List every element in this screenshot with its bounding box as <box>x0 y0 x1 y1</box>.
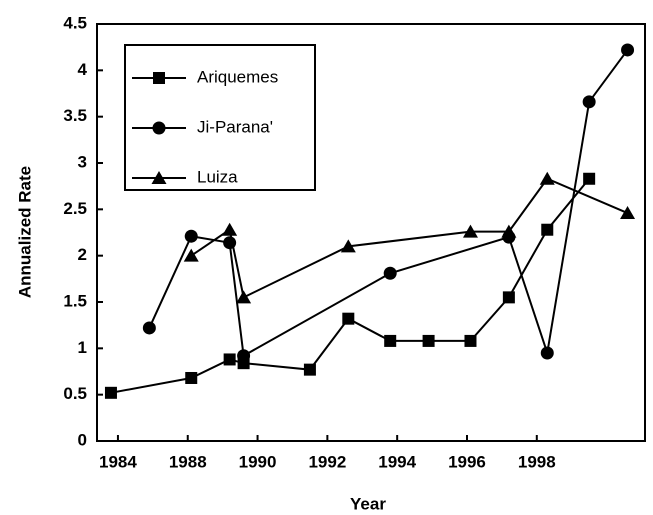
data-point <box>501 224 517 238</box>
data-point <box>383 266 397 280</box>
series-line <box>110 178 590 394</box>
data-point <box>104 386 117 399</box>
data-point <box>340 239 356 253</box>
x-axis-label: Year <box>350 494 386 513</box>
y-tick-label: 0 <box>78 430 87 449</box>
data-point <box>502 291 515 304</box>
series-line <box>190 177 628 299</box>
data-point <box>222 222 238 236</box>
legend-marker <box>151 171 167 184</box>
y-tick-label: 4 <box>78 60 88 79</box>
y-tick-label: 2.5 <box>63 199 87 218</box>
x-tick-label: 1984 <box>99 452 137 471</box>
x-tick-label: 1996 <box>448 452 486 471</box>
data-point <box>384 334 397 347</box>
plot-frame <box>96 23 646 442</box>
data-point <box>236 290 252 304</box>
legend-label: Luiza <box>197 167 238 186</box>
data-point <box>621 43 635 57</box>
data-point <box>422 334 435 347</box>
x-tick-label: 1992 <box>308 452 346 471</box>
data-point <box>183 248 199 262</box>
x-tick-label: 1998 <box>518 452 556 471</box>
y-tick-label: 1 <box>78 338 87 357</box>
y-tick-label: 3 <box>78 152 87 171</box>
data-point <box>237 349 251 363</box>
data-point <box>539 171 555 185</box>
data-point <box>462 224 478 238</box>
legend-box <box>124 44 316 191</box>
x-tick-label: 1994 <box>378 452 416 471</box>
legend-label: Ariquemes <box>197 67 278 86</box>
data-point <box>464 334 477 347</box>
x-tick-label: 1990 <box>239 452 277 471</box>
x-tick-label: 1988 <box>169 452 207 471</box>
data-point <box>342 312 355 325</box>
data-point <box>620 206 636 220</box>
data-point <box>223 353 236 366</box>
legend-marker <box>152 121 166 135</box>
data-point <box>142 321 156 335</box>
y-tick-label: 0.5 <box>63 384 87 403</box>
legend-marker <box>153 72 165 84</box>
data-point <box>540 346 554 360</box>
y-tick-label: 2 <box>78 245 87 264</box>
data-point <box>541 223 554 236</box>
data-point <box>184 229 198 243</box>
data-point <box>582 95 596 109</box>
y-axis-label: Annualized Rate <box>15 166 34 298</box>
data-point <box>185 371 198 384</box>
data-point <box>303 363 316 376</box>
y-tick-label: 1.5 <box>63 291 87 310</box>
data-point <box>583 172 596 185</box>
legend-label: Ji-Parana' <box>197 117 273 136</box>
y-tick-label: 3.5 <box>63 106 87 125</box>
y-tick-label: 4.5 <box>63 13 87 32</box>
